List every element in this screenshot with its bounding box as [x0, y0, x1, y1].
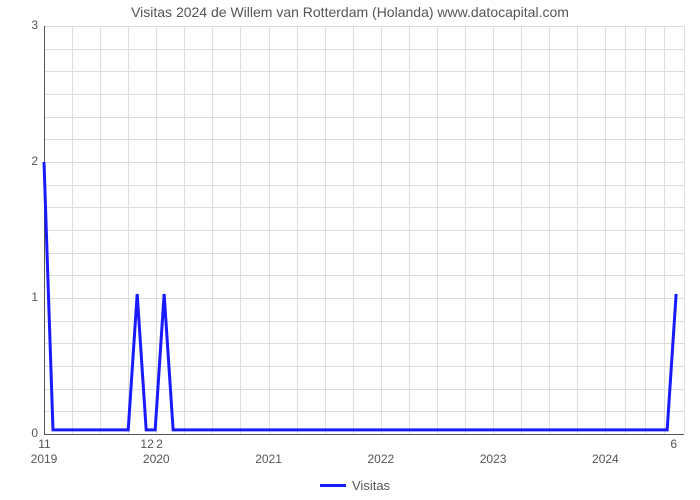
x-tick-label: 2024: [580, 452, 630, 466]
legend: Visitas: [320, 478, 390, 493]
y-tick-label: 0: [8, 426, 38, 440]
series-line: [44, 26, 684, 436]
chart-container: Visitas 2024 de Willem van Rotterdam (Ho…: [0, 0, 700, 500]
plot-border: [684, 26, 685, 434]
x-extra-label: 11: [38, 437, 50, 451]
x-tick-label: 2019: [19, 452, 69, 466]
chart-title: Visitas 2024 de Willem van Rotterdam (Ho…: [0, 4, 700, 20]
x-tick-label: 2020: [131, 452, 181, 466]
x-extra-label: 6: [670, 437, 677, 451]
x-tick-label: 2021: [244, 452, 294, 466]
x-tick-label: 2022: [356, 452, 406, 466]
legend-swatch: [320, 484, 346, 487]
legend-label: Visitas: [352, 478, 390, 493]
x-extra-label: 2: [156, 437, 163, 451]
x-extra-label: 12: [140, 437, 153, 451]
x-tick-label: 2023: [468, 452, 518, 466]
y-tick-label: 1: [8, 290, 38, 304]
y-tick-label: 2: [8, 154, 38, 168]
plot-area: 0123201920202021202220232024111226: [44, 26, 684, 434]
y-tick-label: 3: [8, 18, 38, 32]
